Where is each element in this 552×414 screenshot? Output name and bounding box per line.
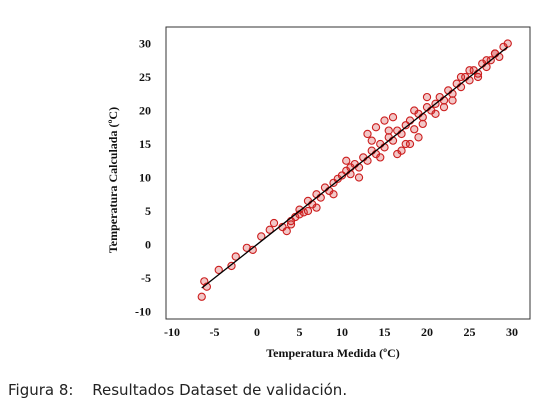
data-point [456,72,466,82]
data-point [422,92,432,102]
data-point [397,129,406,139]
y-tick-label: 10 [139,171,151,185]
data-point [371,123,381,132]
data-point [295,210,304,219]
data-point [197,292,206,301]
data-point [393,149,402,159]
data-point [418,113,427,122]
x-tick-label: 10 [336,325,348,339]
data-point [346,163,355,172]
y-tick-label: 20 [139,104,151,118]
data-point [265,225,274,234]
x-tick-label: 0 [254,325,260,339]
data-point [418,119,427,129]
y-tick-label: -10 [135,305,151,319]
data-point [448,89,457,98]
data-point [380,116,389,125]
data-point [363,129,372,139]
x-tick-label: 25 [464,325,476,339]
data-point [227,261,236,271]
figure-label: Figura 8: [8,381,74,399]
x-axis-ticks: -10 -5 0 5 10 15 20 25 30 [164,325,518,339]
data-point [367,136,376,145]
data-point [473,72,483,82]
data-point [380,143,389,152]
data-point [388,136,398,145]
data-point [414,133,423,142]
data-point [257,232,266,241]
reference-line [201,46,509,289]
y-tick-label: 25 [139,70,151,84]
data-point [410,125,419,134]
data-point [316,193,325,202]
data-point [384,126,393,135]
data-point [405,116,415,125]
data-point [242,243,251,252]
x-tick-label: 5 [297,325,303,339]
data-point [456,82,466,92]
data-point [303,206,313,216]
x-tick-label: -10 [164,325,180,339]
data-point [214,265,223,275]
data-point [363,156,372,165]
y-tick-label: -5 [141,271,151,285]
data-point [286,220,296,229]
data-point [282,226,291,236]
y-tick-label: 0 [145,238,151,252]
data-point [482,56,491,65]
data-point [431,109,440,118]
x-tick-label: -5 [210,325,220,339]
data-point [439,96,449,105]
x-tick-label: 30 [506,325,518,339]
data-point [329,190,338,199]
data-point [448,96,457,105]
data-point [248,245,257,255]
x-tick-label: 20 [421,325,433,339]
data-point [231,252,240,261]
data-point [312,203,321,212]
data-point [342,156,351,165]
y-axis-title: Temperatura Calculada (ºC) [106,107,120,253]
data-point [354,163,364,172]
x-tick-label: 15 [379,325,391,339]
y-tick-label: 15 [139,137,151,151]
figure-caption: Figura 8: Resultados Dataset de validaci… [8,381,347,399]
data-point [269,218,279,228]
y-tick-label: 5 [145,204,151,218]
data-point [482,62,491,72]
data-point [346,169,355,179]
data-point [376,153,385,162]
data-point [490,49,500,58]
data-point [503,39,512,48]
figure-caption-text: Resultados Dataset de validación. [92,381,348,399]
data-point [465,76,474,85]
y-tick-label: 30 [139,37,151,51]
data-point [465,66,474,75]
y-axis-ticks: -10 -5 0 5 10 15 20 25 30 [135,37,151,319]
data-point [439,103,449,112]
data-point [388,113,398,122]
data-point [354,173,364,182]
data-points [197,39,512,301]
plot-area-frame [165,26,531,320]
x-axis-title: Temperatura Medida (ºC) [266,346,400,360]
data-point [410,106,419,115]
data-point [405,139,415,149]
data-point [401,139,410,149]
